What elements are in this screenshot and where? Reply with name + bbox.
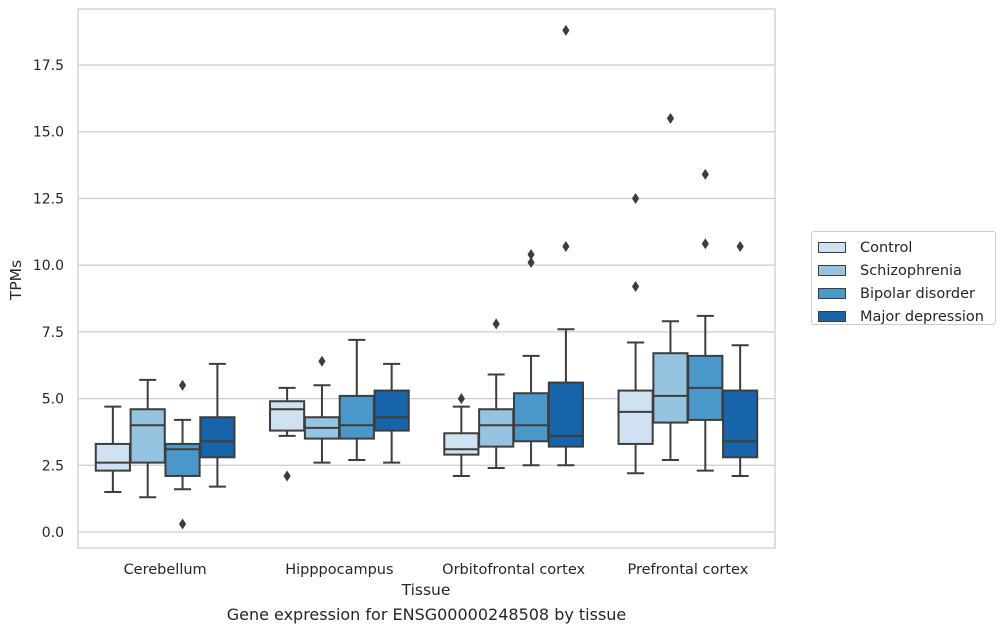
- legend-label: Schizophrenia: [860, 262, 962, 279]
- box-schizophrenia: [303, 355, 341, 464]
- x-tick-label: Orbitofrontal cortex: [442, 562, 585, 578]
- box-schizophrenia: [652, 112, 689, 461]
- legend: Control Schizophrenia Bipolar disorder Majo…: [811, 231, 996, 325]
- box-control: [617, 192, 654, 475]
- legend-swatch: [818, 311, 846, 322]
- box-major-depression: [199, 362, 236, 488]
- outlier-point: [666, 112, 675, 124]
- box-major-depression: [373, 362, 410, 464]
- y-axis-label: TPMs: [7, 260, 25, 301]
- box-iqr: [94, 442, 131, 472]
- box-iqr: [373, 389, 410, 432]
- legend-item: Schizophrenia: [818, 259, 995, 282]
- box-major-depression: [547, 24, 584, 467]
- y-tick-label: 0.0: [42, 525, 64, 541]
- y-tick-label: 7.5: [42, 325, 64, 341]
- box-iqr: [478, 408, 515, 448]
- box-bipolar-disorder: [687, 168, 724, 472]
- box-control: [269, 386, 306, 482]
- box-iqr: [443, 432, 480, 456]
- box-schizophrenia: [478, 318, 515, 469]
- outlier-point: [178, 518, 187, 530]
- y-tick-label: 5.0: [42, 392, 64, 408]
- box-iqr: [617, 389, 654, 445]
- box-iqr: [338, 394, 375, 440]
- x-tick-label: Hipppocampus: [285, 562, 393, 578]
- outlier-point: [562, 240, 570, 252]
- legend-swatch: [818, 265, 846, 276]
- box-iqr: [199, 416, 236, 459]
- outlier-point: [318, 355, 326, 367]
- x-tick-labels: Cerebellum Hipppocampus Orbitofrontal cort…: [124, 562, 749, 578]
- box-iqr: [129, 408, 166, 464]
- legend-swatch: [818, 288, 846, 299]
- outlier-point: [527, 248, 535, 260]
- y-tick-label: 17.5: [33, 58, 64, 74]
- legend-label: Bipolar disorder: [860, 285, 975, 302]
- outlier-point: [701, 168, 709, 180]
- y-tick-label: 2.5: [42, 458, 64, 474]
- chart-caption: Gene expression for ENSG00000248508 by t…: [226, 605, 627, 624]
- y-tick-label: 12.5: [33, 191, 64, 207]
- box-control: [94, 405, 131, 493]
- box-iqr: [547, 381, 584, 448]
- box-control: [443, 393, 480, 477]
- outlier-point: [527, 256, 535, 268]
- box-bipolar-disorder: [338, 338, 375, 461]
- outlier-point: [736, 240, 744, 252]
- x-tick-label: Cerebellum: [124, 562, 207, 578]
- y-tick-labels: 0.0 2.5 5.0 7.5 10.0 12.5 15.0 17.5: [33, 58, 64, 541]
- outlier-point: [492, 318, 500, 330]
- boxes: [94, 24, 759, 530]
- legend-swatch: [818, 242, 846, 253]
- outlier-point: [178, 379, 187, 391]
- legend-item: Major depression: [818, 305, 995, 328]
- box-iqr: [722, 389, 759, 459]
- box-bipolar-disorder: [512, 248, 550, 467]
- outlier-point: [283, 470, 291, 482]
- box-iqr: [269, 400, 306, 432]
- y-tick-label: 15.0: [33, 125, 64, 141]
- plot-area-frame: [77, 8, 776, 549]
- outlier-point: [632, 192, 640, 204]
- y-tick-label: 10.0: [33, 258, 64, 274]
- legend-item: Bipolar disorder: [818, 282, 995, 305]
- box-major-depression: [722, 240, 759, 477]
- legend-label: Control: [860, 239, 913, 256]
- box-iqr: [652, 352, 689, 424]
- box-schizophrenia: [129, 378, 166, 499]
- outlier-point: [701, 238, 709, 250]
- x-axis-label: Tissue: [401, 581, 451, 599]
- outlier-point: [562, 24, 570, 36]
- x-tick-label: Prefrontal cortex: [627, 562, 748, 578]
- outlier-point: [632, 281, 640, 293]
- box-iqr: [512, 392, 550, 443]
- box-bipolar-disorder: [164, 379, 201, 530]
- legend-label: Major depression: [860, 308, 984, 325]
- legend-item: Control: [818, 236, 995, 259]
- outlier-point: [457, 393, 465, 405]
